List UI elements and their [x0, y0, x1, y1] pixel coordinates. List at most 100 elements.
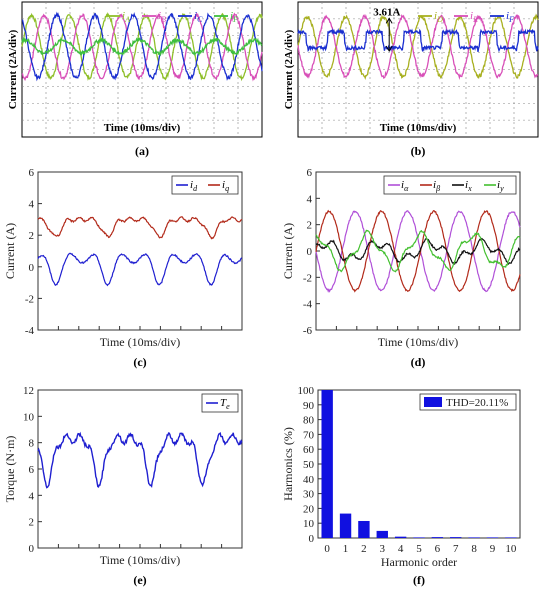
panel-f: 0 10 20 30 40 50 60 70 80 90 100 0 1 2 3 4 5 6 7 8 9 10 Harmon… [281, 385, 521, 587]
x-tick-label: 7 [453, 543, 459, 555]
y-tick-label: 4 [307, 193, 313, 205]
y-axis-label: Torque (N·m) [3, 436, 17, 503]
x-tick-label: 3 [380, 543, 386, 555]
legend-label-iF-sub: F [232, 15, 238, 24]
legend-label-iA: iA [122, 10, 130, 24]
y-tick-label: 0 [29, 262, 35, 274]
bar-8 [468, 537, 480, 538]
legend-label-iC: iC [194, 10, 203, 24]
panel-label: (a) [135, 144, 149, 158]
y-tick-label: 80 [303, 415, 315, 427]
series-line-Te [37, 431, 243, 489]
series-line-iA [21, 12, 263, 82]
legend-label-Te-main: T [220, 397, 227, 409]
y-tick-label: 4 [29, 490, 35, 502]
y-axis-label: Current (2A/div) [283, 29, 295, 109]
legend-label-iy-sub: y [499, 184, 504, 193]
annotation-head-down [385, 45, 393, 52]
legend-label-iC-sub: C [197, 15, 203, 24]
plot-frame [37, 171, 243, 331]
y-tick-label: 2 [29, 517, 35, 529]
legend-label-iq: iq [222, 179, 229, 193]
x-tick-label: 2 [361, 543, 367, 555]
annotation-head-up [385, 17, 393, 24]
y-tick-label: 10 [23, 411, 35, 423]
series-line-iq [37, 216, 243, 240]
legend-label-iE-main: i [470, 10, 473, 22]
series-line-iF [21, 36, 263, 57]
x-tick-label: 10 [505, 543, 517, 555]
legend-swatch [424, 397, 442, 407]
series-line-iE [297, 13, 539, 80]
x-tick-label: 5 [416, 543, 422, 555]
legend-label-Te-sub: e [226, 402, 230, 411]
x-tick-label: 4 [398, 543, 404, 555]
legend-box [171, 175, 239, 195]
legend-label-iC-main: i [194, 10, 197, 22]
x-tick-label: 0 [324, 543, 330, 555]
legend-label-iB-main: i [158, 10, 161, 22]
series-line-id [37, 252, 243, 287]
y-tick-label: 60 [303, 444, 315, 456]
legend-label-iy: iy [497, 179, 504, 193]
plot-frame [315, 171, 521, 331]
legend-label-Te: Te [220, 397, 230, 411]
y-tick-label: -6 [303, 325, 313, 337]
scope-panel-0: Current (2A/div)Time (10ms/div)iA iB iC iF(… [7, 1, 263, 158]
series-line-ix [315, 237, 521, 266]
y-tick-label: 6 [307, 167, 313, 179]
legend-label-iF: iF [230, 10, 238, 24]
y-tick-label: 90 [303, 400, 315, 412]
bar-10 [505, 537, 517, 538]
legend-label: THD=20.11% [446, 397, 508, 409]
legend-label-iβ-sub: β [435, 184, 440, 193]
series-line-iα [315, 210, 521, 293]
x-tick-label: 8 [471, 543, 477, 555]
x-tick-label: 9 [490, 543, 496, 555]
y-tick-label: 6 [29, 464, 35, 476]
legend-label-iA-sub: A [124, 15, 130, 24]
y-axis-label: Current (A) [281, 223, 295, 279]
y-tick-label: -2 [303, 272, 312, 284]
legend-box [419, 393, 517, 411]
y-tick-label: 0 [309, 533, 315, 545]
y-tick-label: -4 [303, 299, 313, 311]
panel-label: (b) [411, 144, 426, 158]
legend-label-iB: iB [158, 10, 166, 24]
y-tick-label: 2 [307, 220, 313, 232]
y-tick-label: 10 [303, 518, 315, 530]
bar-3 [376, 530, 388, 538]
legend-label-id-main: i [190, 179, 193, 191]
x-axis-label: Time (10ms/div) [378, 335, 459, 349]
y-tick-label: 6 [29, 167, 35, 179]
legend-label-iα-main: i [401, 179, 404, 191]
panel-label: (e) [133, 573, 146, 587]
legend-label-iE-sub: E [472, 15, 478, 24]
y-tick-label: 20 [303, 503, 315, 515]
x-axis-label: Time (10ms/div) [100, 553, 181, 567]
x-axis-label: Harmonic order [381, 555, 457, 569]
legend-box [201, 393, 239, 413]
legend-label-iy-main: i [497, 179, 500, 191]
legend-label-iA-main: i [122, 10, 125, 22]
legend-label-iB-sub: B [161, 15, 166, 24]
legend-label-iq-main: i [222, 179, 225, 191]
bar-7 [450, 537, 462, 538]
bar-6 [431, 537, 444, 538]
y-tick-label: 0 [307, 246, 313, 258]
legend-label-iβ-main: i [433, 179, 436, 191]
y-axis-label: Current (A) [3, 223, 17, 279]
legend-label-ix: ix [465, 179, 472, 193]
y-tick-label: -4 [25, 325, 35, 337]
y-axis-label: Harmonics (%) [281, 427, 295, 501]
bar-2 [358, 520, 370, 538]
legend-label-iE: iE [470, 10, 478, 24]
bar-1 [339, 513, 352, 538]
legend-label-ix-main: i [465, 179, 468, 191]
y-tick-label: 0 [29, 543, 35, 555]
series-line-iβ [315, 209, 521, 293]
legend-label-iα-sub: α [404, 184, 409, 193]
series-line-iy [315, 229, 521, 273]
legend-label-iF-main: i [230, 10, 233, 22]
